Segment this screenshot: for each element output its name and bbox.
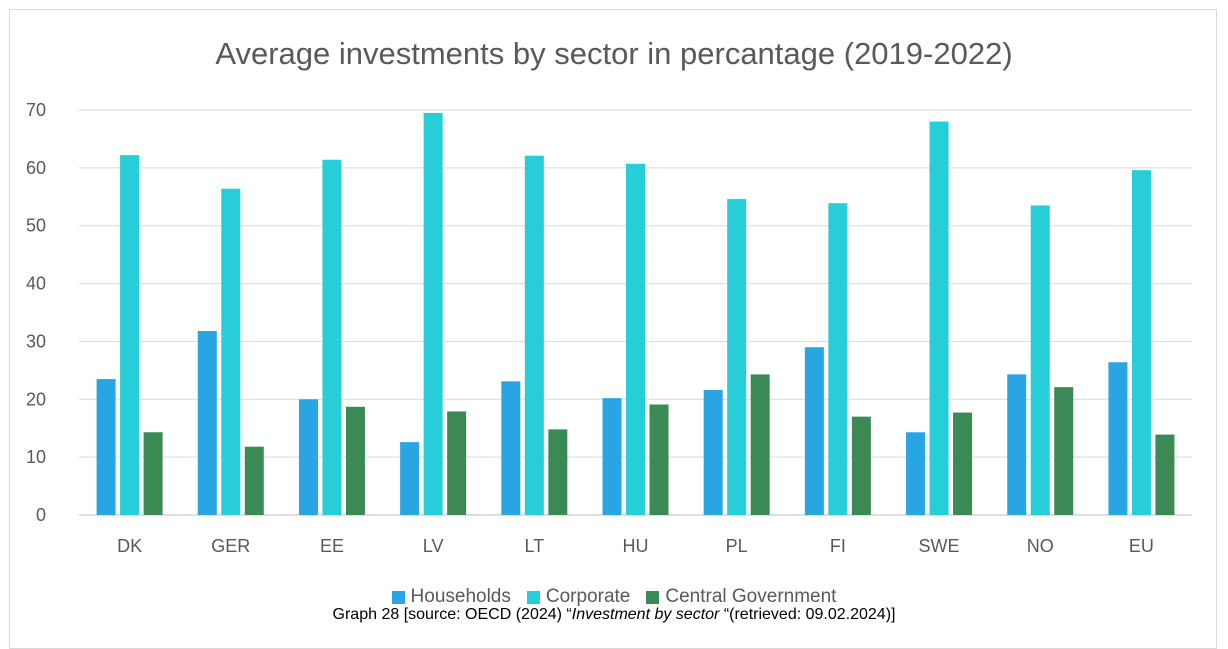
bar-central-government-pl [750, 374, 770, 515]
bar-corporate-hu [626, 163, 645, 516]
figure-caption: Graph 28 [source: OECD (2024) “Investmen… [0, 606, 1228, 624]
x-tick-label: FI [830, 536, 846, 556]
bar-central-government-no [1054, 387, 1074, 515]
bar-corporate-ger [221, 188, 241, 515]
x-tick-label: EU [1129, 536, 1154, 556]
legend-item: Central Government [646, 586, 836, 608]
bar-central-government-eu [1155, 434, 1175, 515]
bar-households-lt [501, 381, 521, 515]
bar-households-eu [1108, 362, 1128, 515]
bar-households-ger [197, 331, 217, 515]
bar-households-lv [400, 442, 420, 515]
bar-chart: 0 10 20 30 40 50 60 70 DK GER EE LV LT HU PL FI SWE NO EU [26, 100, 1192, 556]
bar-households-pl [703, 390, 723, 515]
bar-corporate-ee [322, 159, 342, 515]
legend-label: Central Government [665, 586, 837, 607]
bar-households-fi [804, 347, 824, 515]
legend-label: Corporate [545, 586, 631, 607]
x-tick-label: LT [524, 536, 544, 556]
y-tick-label: 20 [26, 389, 46, 409]
legend-swatch [391, 590, 405, 604]
legend-item: Corporate [526, 586, 631, 608]
y-tick-label: 30 [26, 331, 46, 351]
y-tick-label: 70 [26, 100, 46, 120]
x-tick-label: GER [211, 536, 250, 556]
x-tick-label: LV [423, 536, 444, 556]
legend-swatch [646, 590, 660, 604]
bar-central-government-swe [953, 412, 973, 515]
legend: Households Corporate Central Government [0, 586, 1228, 608]
bar-households-no [1007, 374, 1027, 515]
bar-corporate-lv [423, 112, 443, 516]
legend-swatch [526, 590, 540, 604]
bar-households-dk [96, 379, 116, 515]
bar-central-government-ger [244, 446, 264, 515]
bar-corporate-eu [1131, 170, 1151, 515]
x-tick-label: PL [726, 536, 748, 556]
y-tick-label: 50 [26, 216, 46, 236]
bar-central-government-hu [649, 404, 669, 515]
bar-corporate-pl [727, 199, 747, 515]
caption-prefix: Graph 28 [source: OECD (2024) “ [332, 606, 572, 623]
caption-suffix: “(retrieved: 09.02.2024)] [719, 606, 896, 623]
x-tick-label: NO [1027, 536, 1054, 556]
bar-central-government-fi [851, 416, 871, 515]
bar-corporate-dk [120, 155, 140, 515]
bar-households-swe [906, 432, 926, 515]
bar-central-government-lv [447, 411, 467, 515]
y-tick-label: 60 [26, 158, 46, 178]
x-tick-label: EE [320, 536, 344, 556]
bar-central-government-dk [143, 432, 163, 515]
legend-item: Households [391, 586, 511, 608]
bar-corporate-swe [929, 121, 949, 516]
bar-households-ee [298, 399, 318, 515]
y-tick-label: 10 [26, 447, 46, 467]
caption-source-title: Investment by sector [571, 606, 720, 623]
bar-corporate-lt [524, 155, 544, 515]
legend-label: Households [410, 586, 511, 607]
y-tick-label: 0 [36, 505, 46, 525]
x-tick-label: HU [623, 536, 649, 556]
chart-title: Average investments by sector in percant… [215, 36, 1013, 71]
bar-households-hu [602, 398, 622, 515]
bar-central-government-ee [345, 406, 365, 515]
bar-corporate-no [1030, 205, 1050, 515]
x-tick-label: SWE [919, 536, 960, 556]
x-tick-label: DK [117, 536, 142, 556]
bar-corporate-fi [828, 203, 848, 515]
y-tick-label: 40 [26, 274, 46, 294]
bar-central-government-lt [548, 429, 568, 515]
